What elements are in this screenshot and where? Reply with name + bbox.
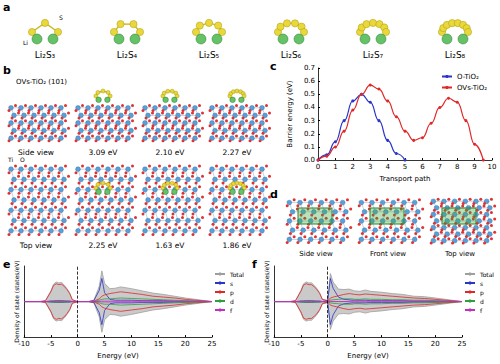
svg-text:p: p [230, 289, 234, 297]
svg-text:0.3: 0.3 [304, 117, 315, 125]
svg-text:5: 5 [403, 163, 407, 171]
svg-text:Ti: Ti [7, 156, 13, 163]
svg-text:Barrier energy (eV): Barrier energy (eV) [286, 80, 294, 148]
svg-text:20: 20 [431, 340, 440, 348]
svg-text:3: 3 [368, 163, 372, 171]
svg-text:-5: -5 [47, 340, 54, 348]
svg-text:Total: Total [229, 271, 244, 278]
svg-text:Total: Total [479, 271, 494, 278]
svg-text:c: c [270, 60, 277, 73]
svg-text:0.1: 0.1 [304, 143, 315, 151]
svg-text:3.09 eV: 3.09 eV [89, 148, 119, 157]
svg-text:5: 5 [102, 340, 106, 348]
svg-text:0.7: 0.7 [304, 64, 315, 72]
svg-text:0.4: 0.4 [304, 103, 316, 111]
svg-text:10: 10 [377, 340, 386, 348]
svg-text:Li₂S₈: Li₂S₈ [445, 50, 466, 60]
svg-text:Energy (eV): Energy (eV) [97, 352, 139, 360]
svg-text:0.2: 0.2 [304, 130, 315, 138]
svg-text:Li: Li [23, 39, 28, 46]
svg-text:b: b [3, 64, 11, 77]
svg-text:1.63 eV: 1.63 eV [156, 241, 186, 250]
svg-text:1: 1 [333, 163, 337, 171]
svg-text:Side view: Side view [18, 148, 54, 157]
svg-text:Li₂S₅: Li₂S₅ [199, 50, 220, 60]
svg-text:4: 4 [385, 163, 390, 171]
svg-text:O-TiO₂: O-TiO₂ [457, 73, 479, 81]
svg-text:-10: -10 [18, 340, 29, 348]
svg-text:20: 20 [181, 340, 190, 348]
svg-text:S: S [59, 14, 63, 21]
svg-text:Li₂S₆: Li₂S₆ [281, 50, 302, 60]
svg-text:0: 0 [316, 163, 320, 171]
svg-text:0: 0 [325, 340, 329, 348]
svg-text:e: e [3, 258, 10, 271]
svg-text:10: 10 [488, 163, 497, 171]
svg-text:25: 25 [458, 340, 467, 348]
svg-text:d: d [480, 298, 484, 305]
svg-text:Front view: Front view [370, 250, 406, 258]
svg-text:10: 10 [127, 340, 136, 348]
svg-text:6: 6 [420, 163, 425, 171]
svg-text:0.0: 0.0 [304, 156, 315, 164]
svg-text:Energy (eV): Energy (eV) [347, 352, 389, 360]
svg-text:7: 7 [438, 163, 442, 171]
svg-text:1.86 eV: 1.86 eV [223, 241, 253, 250]
svg-text:s: s [480, 280, 483, 287]
svg-text:p: p [480, 289, 484, 297]
svg-text:8: 8 [455, 163, 459, 171]
svg-text:Transport path: Transport path [379, 175, 431, 183]
svg-text:a: a [3, 1, 10, 14]
svg-text:25: 25 [208, 340, 217, 348]
svg-text:-10: -10 [268, 340, 279, 348]
svg-text:2.10 eV: 2.10 eV [156, 148, 186, 157]
svg-text:f: f [230, 307, 233, 314]
svg-text:2.25 eV: 2.25 eV [89, 241, 119, 250]
svg-text:O: O [20, 156, 25, 163]
svg-text:0.5: 0.5 [304, 90, 315, 98]
svg-text:Top view: Top view [444, 250, 475, 258]
svg-text:0: 0 [75, 340, 79, 348]
svg-text:5: 5 [352, 340, 356, 348]
svg-text:Density of state (states/eV): Density of state (states/eV) [263, 260, 271, 342]
svg-text:s: s [230, 280, 233, 287]
svg-text:f: f [252, 258, 257, 271]
svg-text:9: 9 [472, 163, 476, 171]
svg-text:15: 15 [154, 340, 163, 348]
svg-text:2: 2 [351, 163, 355, 171]
svg-text:2.27 eV: 2.27 eV [223, 148, 253, 157]
svg-text:-5: -5 [297, 340, 304, 348]
svg-text:d: d [230, 298, 234, 305]
svg-text:f: f [480, 307, 483, 314]
svg-text:Li₂S₄: Li₂S₄ [117, 50, 138, 60]
svg-text:Top view: Top view [19, 241, 52, 250]
svg-text:OVs-TiO₂ (101): OVs-TiO₂ (101) [16, 78, 67, 86]
svg-text:Side view: Side view [299, 250, 333, 258]
svg-text:Li₂S₃: Li₂S₃ [35, 50, 56, 60]
svg-text:0.6: 0.6 [304, 77, 316, 85]
svg-text:OVs-TiO₂: OVs-TiO₂ [457, 84, 487, 92]
svg-text:15: 15 [404, 340, 413, 348]
svg-text:Li₂S₇: Li₂S₇ [363, 50, 384, 60]
svg-text:d: d [270, 188, 278, 201]
svg-text:Density of state (states/eV): Density of state (states/eV) [13, 260, 21, 342]
